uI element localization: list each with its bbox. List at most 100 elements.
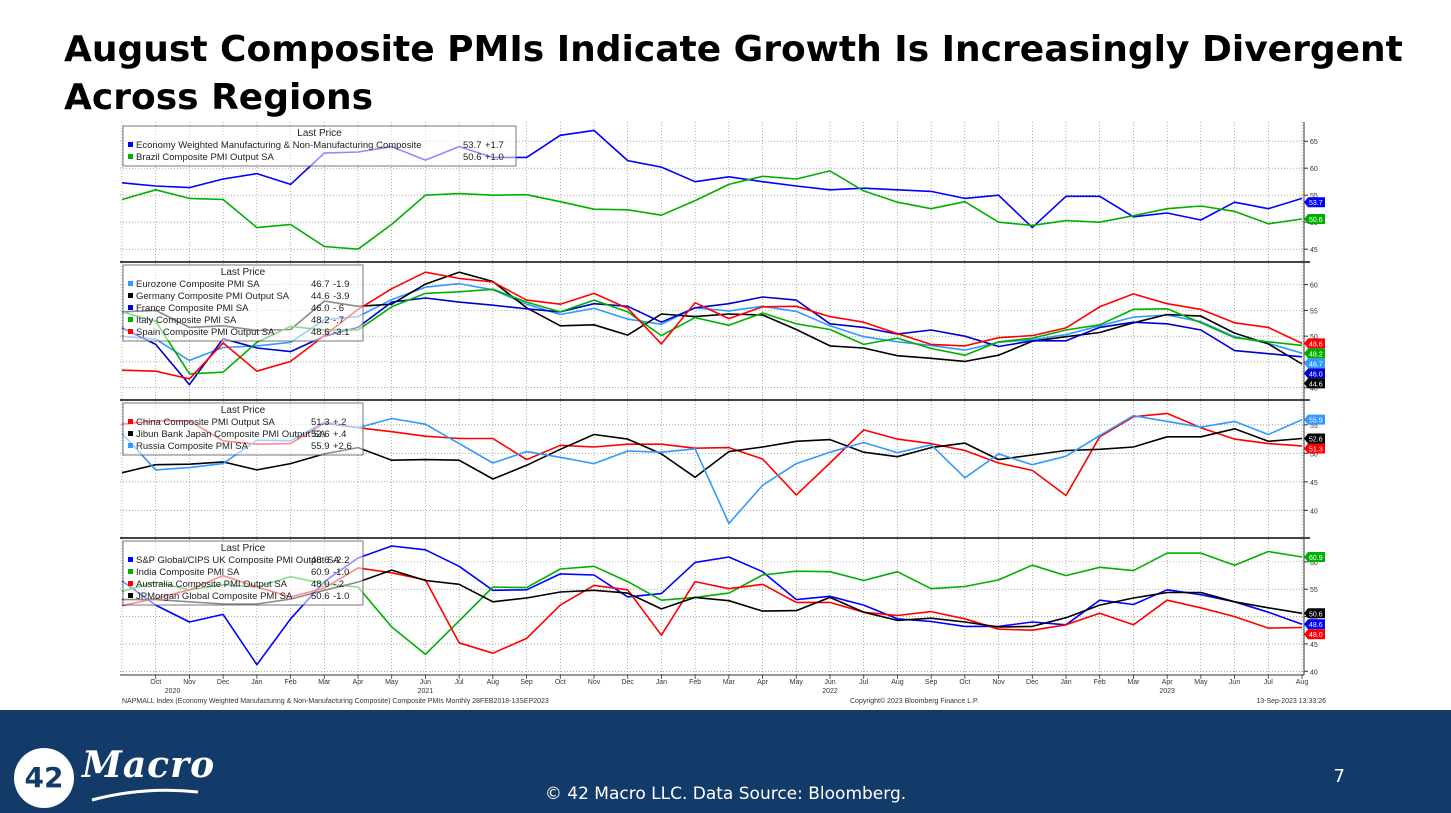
x-tick-label: Nov: [992, 679, 1005, 686]
x-tick-label: May: [790, 679, 804, 686]
last-value-tag-bg: [1304, 338, 1325, 349]
legend-series-last: 46.0: [311, 303, 330, 314]
chart-footer-timestamp: 13-Sep-2023 13:33:26: [1256, 698, 1326, 705]
last-value-tag: 48.6: [1304, 338, 1325, 349]
x-tick-label: Jun: [420, 679, 431, 686]
series-line: [121, 170, 1303, 250]
legend-swatch: [128, 329, 133, 334]
last-value-tag: 53.7: [1304, 197, 1325, 208]
last-value-tag-bg: [1304, 197, 1325, 208]
legend-series-last: 50.6: [463, 152, 482, 163]
y-tick-label: 65: [1310, 139, 1318, 146]
last-value-tag-bg: [1304, 358, 1325, 369]
x-tick-label: Feb: [285, 679, 297, 686]
last-value-tag-label: 44.6: [1309, 381, 1323, 388]
x-tick-label: Mar: [723, 679, 736, 686]
legend-series-change: -.7: [333, 315, 344, 326]
last-value-tag-bg: [1304, 443, 1325, 454]
legend-title: Last Price: [221, 267, 266, 278]
y-tick-label: 40: [1310, 508, 1318, 515]
legend-series-name: Spain Composite PMI Output SA: [136, 327, 275, 338]
legend-series-change: +1.7: [485, 140, 504, 151]
last-value-tag-bg: [1304, 348, 1325, 359]
legend-swatch: [128, 593, 133, 598]
x-tick-label: Aug: [487, 679, 500, 686]
last-value-tag-bg: [1304, 414, 1325, 425]
legend-frame: [122, 540, 364, 606]
last-value-tag: 52.6: [1304, 433, 1325, 444]
y-tick-label: 55: [1310, 193, 1318, 200]
x-tick-label: Nov: [183, 679, 196, 686]
legend-series-name: Economy Weighted Manufacturing & Non-Man…: [136, 140, 422, 151]
legend-series-change: -.2: [333, 579, 344, 590]
legend-series-name: Brazil Composite PMI Output SA: [136, 152, 274, 163]
x-tick-label: Oct: [150, 679, 161, 686]
last-value-tag-bg: [1304, 433, 1325, 444]
legend-series-change: -3.1: [333, 327, 349, 338]
x-tick-label: Sep: [925, 679, 938, 686]
legend-series-name: China Composite PMI Output SA: [136, 417, 276, 428]
last-value-tag: 55.9: [1304, 414, 1325, 425]
x-tick-label: Dec: [217, 679, 230, 686]
chart-footer-copyright: Copyright© 2023 Bloomberg Finance L.P.: [850, 697, 979, 705]
last-value-tag-label: 48.6: [1309, 341, 1323, 348]
x-tick-label: Jul: [859, 679, 868, 686]
legend-series-last: 53.7: [463, 140, 482, 151]
last-value-tag-label: 48.2: [1309, 351, 1323, 358]
legend-swatch: [128, 281, 133, 286]
last-value-tag-label: 46.7: [1309, 361, 1323, 368]
last-value-tag: 51.3: [1304, 443, 1325, 454]
last-value-tag: 50.6: [1304, 213, 1325, 224]
x-tick-label: Sep: [520, 679, 533, 686]
x-tick-label: Oct: [555, 679, 566, 686]
legend-series-change: -1.0: [333, 567, 349, 578]
last-value-tag: 48.2: [1304, 348, 1325, 359]
x-year-label: 2021: [418, 688, 434, 695]
last-value-tag: 44.6: [1304, 378, 1325, 389]
legend-series-last: 48.6: [311, 555, 330, 566]
logo-swoosh-icon: [91, 788, 199, 802]
logo-mark: 42: [14, 748, 74, 808]
x-year-label: 2023: [1159, 688, 1175, 695]
x-tick-label: Jan: [1060, 679, 1071, 686]
legend-title: Last Price: [297, 128, 342, 139]
y-tick-label: 45: [1310, 247, 1318, 254]
x-tick-label: May: [1194, 679, 1208, 686]
legend-swatch: [128, 569, 133, 574]
legend-series-name: Germany Composite PMI Output SA: [136, 291, 290, 302]
last-value-tag-label: 48.0: [1309, 632, 1323, 639]
legend-swatch: [128, 443, 133, 448]
legend-frame: [122, 264, 364, 342]
y-tick-label: 45: [1310, 480, 1318, 487]
x-tick-label: Jun: [1229, 679, 1240, 686]
last-value-tag-bg: [1304, 619, 1325, 630]
legend-series-name: Eurozone Composite PMI SA: [136, 279, 260, 290]
x-tick-label: Nov: [588, 679, 601, 686]
y-tick-label: 55: [1310, 587, 1318, 594]
logo-wordmark: Macro: [82, 744, 216, 786]
legend-frame: [122, 402, 364, 456]
x-tick-label: Apr: [353, 679, 365, 686]
y-tick-label: 60: [1310, 560, 1318, 567]
x-tick-label: Mar: [1127, 679, 1140, 686]
x-tick-label: Aug: [1296, 679, 1309, 686]
last-value-tag-label: 52.6: [1309, 436, 1323, 443]
legend-swatch: [128, 581, 133, 586]
legend-series-last: 48.2: [311, 315, 330, 326]
x-year-label: 2020: [165, 688, 181, 695]
legend-series-last: 55.9: [311, 441, 330, 452]
legend-series-last: 52.6: [311, 429, 330, 440]
legend-series-change: -1.9: [333, 279, 349, 290]
legend-series-change: -2.2: [333, 555, 349, 566]
last-value-tag-label: 51.3: [1309, 446, 1323, 453]
legend-series-last: 44.6: [311, 291, 330, 302]
footer-source-text: © 42 Macro LLC. Data Source: Bloomberg.: [544, 784, 907, 804]
x-tick-label: Feb: [1094, 679, 1106, 686]
legend-swatch: [128, 431, 133, 436]
x-tick-label: Oct: [959, 679, 970, 686]
y-tick-label: 50: [1310, 334, 1318, 341]
x-tick-label: Apr: [757, 679, 769, 686]
y-tick-label: 50: [1310, 451, 1318, 458]
